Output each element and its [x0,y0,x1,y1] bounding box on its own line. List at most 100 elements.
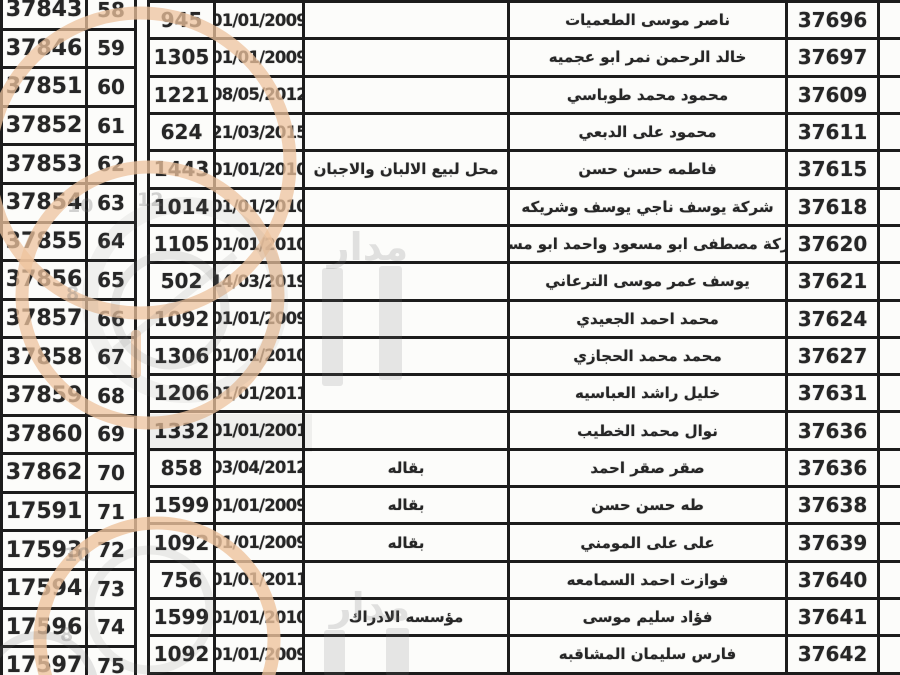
cell-registration-number-text: 37639 [797,530,868,555]
cell-serial-number: 1306 [150,338,216,374]
cell-row-index-text: 73 [97,576,125,601]
table-row-left: 17596 74 [3,609,137,649]
cell-business-type-text: بقاله [387,533,425,552]
cell-owner-name: على على المومني [510,525,788,560]
cell-date-text: 01/01/2009 [216,533,305,553]
cell-registration-number-text: 37621 [797,269,868,294]
table-row-right: 1599 01/01/2009 بقاله طه حسن حسن 37638 [150,488,900,526]
cell-date-text: 01/01/2011 [216,383,305,403]
cell-date-text: 01/01/2009 [216,495,305,515]
table-row-left: 37859 68 [3,377,137,417]
table-row-left: 37846 59 [3,30,137,70]
cell-owner-name-text: فوازت احمد السمامعه [566,570,729,589]
cell-owner-name-text: شركة مصطفى ابو مسعود واحمد ابو مسلم [510,235,785,254]
cell-business-type [305,413,510,448]
cell-date-text: 01/01/2010 [216,159,305,179]
table-row-right: 1206 01/01/2011 خليل راشد العباسيه 37631 [150,376,900,414]
cell-business-type [305,301,510,336]
cell-row-index-text: 66 [97,306,125,331]
cell-registration-number: 37641 [788,600,880,635]
table-row-right: 1014 01/01/2010 شركة يوسف ناجي يوسف وشريكه… [150,189,900,227]
cell-owner-name-text: يوسف عمر موسى الترعاني [545,272,750,291]
cell-date-text: 01/01/2009 [216,47,305,67]
cell-file-number: 17597 [3,648,88,675]
cell-edge-sliver [880,525,900,559]
cell-edge-sliver [880,563,900,597]
cell-edge-sliver [880,488,900,522]
cell-row-index-text: 71 [97,499,125,524]
cell-date: 21/03/2015 [216,114,305,150]
cell-registration-number: 37636 [788,450,880,486]
cell-edge-sliver [880,227,900,261]
table-row-right: 1443 01/01/2010 محل لبيع الالبان والاجبان ف… [150,152,900,190]
cell-business-type [305,376,510,411]
cell-serial-number: 1443 [150,152,216,187]
cell-file-number: 37858 [3,339,88,375]
cell-date-text: 08/05/2012 [216,85,305,105]
table-row-left: 37862 70 [3,455,137,494]
cell-serial-number-text: 945 [160,8,203,33]
cell-registration-number-text: 37631 [797,381,868,406]
cell-date-text: 01/01/2009 [216,644,305,664]
cell-owner-name-text: طه حسن حسن [591,496,704,515]
cell-date: 14/03/2019 [216,264,305,299]
cell-file-number: 37854 [3,184,88,221]
cell-file-number: 37859 [3,377,88,414]
table-row-right: 1599 01/01/2010 مؤسسه الادراك فؤاد سليم موس… [150,600,900,638]
cell-serial-number-text: 1305 [153,45,210,70]
cell-file-number-text: 37855 [5,228,83,254]
cell-row-index: 59 [88,30,137,67]
cell-business-type-text: مؤسسه الادراك [348,608,464,627]
cell-serial-number: 502 [150,264,216,299]
cell-row-index-text: 59 [97,36,125,61]
cell-row-index: 66 [88,300,137,337]
cell-file-number-text: 37858 [5,344,83,370]
right-table: 945 01/01/2009 ناصر موسى الطعميات 37696 1305… [147,0,900,675]
cell-registration-number: 37611 [788,114,880,150]
cell-owner-name-text: محمد محمد الحجازي [573,346,722,365]
cell-row-index-text: 58 [97,0,125,22]
cell-serial-number: 1206 [150,376,216,411]
cell-owner-name-text: فارس سليمان المشاقبه [558,645,737,664]
cell-file-number-text: 37860 [5,421,83,447]
cell-date: 01/01/2009 [216,488,305,523]
cell-owner-name: شركة يوسف ناجي يوسف وشريكه [510,189,788,224]
cell-date-text: 01/01/2010 [216,607,305,627]
cell-row-index: 69 [88,416,137,453]
cell-row-index-text: 62 [97,152,125,177]
cell-edge-sliver [880,152,900,186]
cell-owner-name: خليل راشد العباسيه [510,376,788,411]
cell-date-text: 14/03/2019 [216,271,305,291]
cell-date-text: 01/01/2009 [216,10,305,30]
cell-owner-name-text: ناصر موسى الطعميات [565,11,730,30]
cell-file-number-text: 37852 [5,113,83,139]
cell-registration-number-text: 37618 [797,194,868,219]
cell-row-index-text: 61 [97,113,125,138]
cell-edge-sliver [880,115,900,149]
cell-serial-number: 756 [150,562,216,597]
cell-owner-name: طه حسن حسن [510,488,788,523]
table-row-right: 502 14/03/2019 يوسف عمر موسى الترعاني 37621 [150,264,900,302]
cell-registration-number-text: 37697 [797,45,868,70]
cell-business-type [305,40,510,75]
cell-owner-name-text: فاطمه حسن حسن [578,160,717,179]
cell-registration-number: 37615 [788,152,880,187]
cell-edge-sliver [880,78,900,112]
cell-owner-name: فارس سليمان المشاقبه [510,637,788,672]
cell-owner-name-text: خليل راشد العباسيه [574,384,721,403]
table-row-left: 37857 66 [3,300,137,340]
cell-registration-number: 37642 [788,637,880,672]
cell-file-number-text: 37846 [5,35,83,61]
table-row-left: 37843 58 [3,0,137,31]
table-row-right: 1332 01/01/2001 نوال محمد الخطيب 37636 [150,413,900,451]
table-row-right: 1221 08/05/2012 محمود محمد طوباسي 37609 [150,77,900,115]
cell-date: 03/04/2012 [216,450,305,486]
cell-file-number: 17593 [3,532,88,568]
cell-business-type [305,264,510,299]
cell-date-text: 01/01/2010 [216,234,305,254]
cell-file-number: 37852 [3,107,88,144]
cell-row-index-text: 60 [97,74,125,99]
cell-registration-number: 37636 [788,413,880,448]
cell-registration-number: 37624 [788,301,880,336]
cell-serial-number: 858 [150,450,216,486]
